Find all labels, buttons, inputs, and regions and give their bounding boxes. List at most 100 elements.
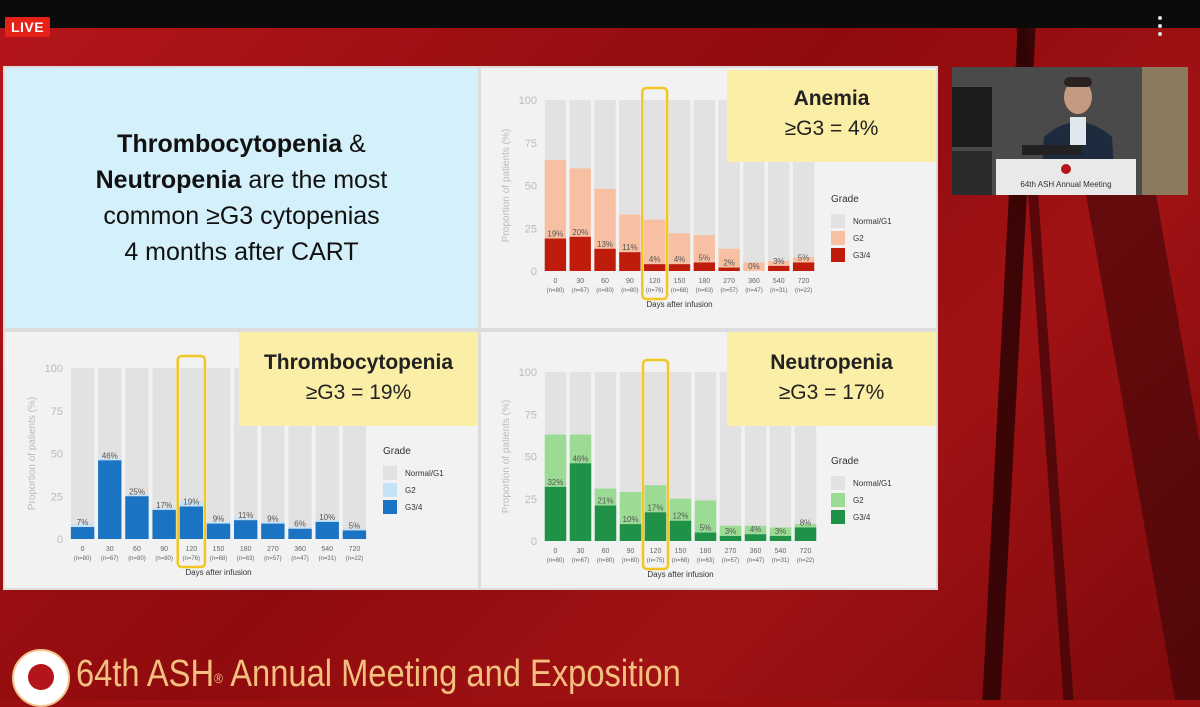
data-label: 19% <box>547 230 563 239</box>
x-tick-n-label: (n=80) <box>597 558 615 564</box>
title-line3: common ≥G3 cytopenias <box>103 202 380 230</box>
y-tick-label: 0 <box>531 536 537 548</box>
x-tick-label: 720 <box>800 548 812 555</box>
bar-g34 <box>694 532 717 541</box>
x-tick-label: 540 <box>773 278 785 285</box>
more-options-icon[interactable] <box>1155 14 1165 40</box>
data-label: 3% <box>773 257 785 266</box>
x-tick-n-label: (n=22) <box>346 556 364 562</box>
thrombocytopenia-panel: Proportion of patients (%) 100 75 50 25 0 7% 0 (… <box>5 332 478 588</box>
live-badge: LIVE <box>5 17 50 37</box>
x-tick-label: 180 <box>240 546 252 553</box>
legend-swatch <box>831 248 845 262</box>
legend-swatch <box>831 476 845 490</box>
bar-g34 <box>288 528 312 539</box>
bar-g34 <box>794 527 817 541</box>
thrombocytopenia-callout-value: ≥G3 = 19% <box>305 381 412 404</box>
legend-label: G3/4 <box>853 513 871 522</box>
bar-g2 <box>792 257 815 263</box>
data-label: 46% <box>102 451 118 460</box>
neutropenia-chart: Proportion of patients (%) 100 75 50 25 0 32% 0… <box>501 358 892 579</box>
bar-g34 <box>644 512 667 541</box>
x-axis-label: Days after infusion <box>647 570 713 579</box>
x-tick-label: 0 <box>554 548 558 555</box>
bar-g2 <box>644 485 667 513</box>
bar-g2 <box>594 488 617 506</box>
data-label: 17% <box>156 501 172 510</box>
bar-g34 <box>644 264 666 271</box>
neutropenia-callout-value: ≥G3 = 17% <box>778 381 885 404</box>
x-tick-n-label: (n=68) <box>672 558 690 564</box>
data-label: 0% <box>748 262 760 271</box>
x-tick-n-label: (n=76) <box>646 288 664 294</box>
x-tick-label: 30 <box>577 548 585 555</box>
bar-g2 <box>669 498 692 521</box>
data-label: 5% <box>349 521 361 530</box>
data-label: 5% <box>700 524 712 533</box>
x-tick-n-label: (n=47) <box>745 288 763 294</box>
bar-g2 <box>70 523 95 528</box>
y-tick-label: 0 <box>531 266 537 278</box>
y-axis-label: Proportion of patients (%) <box>501 129 512 242</box>
bar-normal <box>70 368 95 539</box>
legend-label: G3/4 <box>853 251 871 260</box>
speaker-scene: 64th ASH Annual Meeting <box>952 67 1188 195</box>
x-tick-label: 180 <box>698 278 710 285</box>
bar-g2 <box>718 248 740 268</box>
x-tick-label: 0 <box>81 546 85 553</box>
bar-normal <box>668 100 691 271</box>
data-label: 8% <box>800 518 812 527</box>
bar-g34 <box>594 248 616 271</box>
bar-g34 <box>179 506 204 539</box>
data-label: 46% <box>572 454 588 463</box>
x-axis-label: Days after infusion <box>646 300 712 309</box>
x-tick-n-label: (n=80) <box>621 288 639 294</box>
bar-g34 <box>668 264 691 271</box>
data-label: 6% <box>294 520 306 529</box>
highlight-box <box>176 354 207 569</box>
data-label: 11% <box>238 511 253 520</box>
x-tick-n-label: (n=68) <box>671 288 689 294</box>
ash-logo-icon <box>12 649 70 707</box>
legend-swatch <box>383 466 397 480</box>
x-tick-label: 60 <box>133 546 141 553</box>
bar-g2 <box>644 219 666 265</box>
bar-g34 <box>152 509 176 539</box>
x-tick-label: 150 <box>213 546 225 553</box>
x-tick-n-label: (n=80) <box>74 556 92 562</box>
x-tick-n-label: (n=47) <box>747 558 765 564</box>
x-tick-n-label: (n=67) <box>572 558 590 564</box>
bar-g34 <box>693 262 715 271</box>
title-line4: 4 months after CART <box>124 238 359 266</box>
y-tick-label: 25 <box>525 494 537 506</box>
x-tick-n-label: (n=80) <box>596 288 614 294</box>
legend-label: G2 <box>853 496 864 505</box>
neutropenia-panel: Proportion of patients (%) 100 75 50 25 0 32% 0… <box>481 332 936 588</box>
legend-label: G2 <box>405 486 416 495</box>
bar-g2 <box>569 168 591 237</box>
legend-swatch <box>831 231 845 245</box>
legend-label: G3/4 <box>405 503 423 512</box>
x-tick-n-label: (n=22) <box>795 288 813 294</box>
presentation-slide: Thrombocytopenia & Neutropenia are the m… <box>3 66 938 590</box>
x-tick-label: 120 <box>649 278 661 285</box>
x-tick-label: 120 <box>185 546 197 553</box>
legend-label: Normal/G1 <box>405 469 444 478</box>
bar-g2 <box>619 491 642 525</box>
x-tick-label: 720 <box>798 278 810 285</box>
x-tick-n-label: (n=80) <box>155 556 173 562</box>
legend-title: Grade <box>383 446 411 457</box>
anemia-panel: Proportion of patients (%) 100 75 50 25 0 19% 0… <box>481 68 936 328</box>
anemia-callout-value: ≥G3 = 4% <box>784 117 879 140</box>
data-label: 5% <box>798 253 810 262</box>
x-tick-n-label: (n=80) <box>547 288 565 294</box>
x-tick-n-label: (n=47) <box>291 556 309 562</box>
legend-swatch <box>831 510 845 524</box>
bar-g34 <box>744 534 767 541</box>
y-tick-label: 100 <box>45 363 63 375</box>
x-tick-n-label: (n=31) <box>318 556 336 562</box>
bar-g2 <box>152 508 176 510</box>
data-label: 3% <box>725 527 737 536</box>
y-tick-label: 100 <box>519 95 537 107</box>
bar-g2 <box>743 262 765 271</box>
